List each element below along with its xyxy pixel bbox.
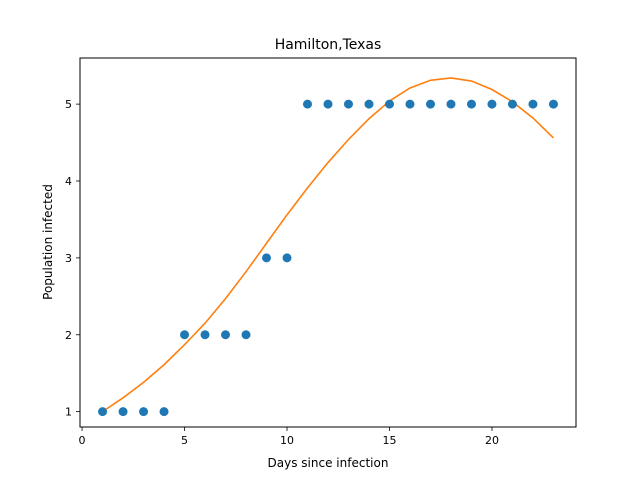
fit-curve-line xyxy=(102,77,555,413)
data-point xyxy=(323,99,333,109)
plot-marks xyxy=(98,77,558,417)
data-point xyxy=(507,99,517,109)
data-point xyxy=(200,330,210,340)
chart-title: Hamilton,Texas xyxy=(275,37,382,53)
x-tick-label: 10 xyxy=(280,434,294,447)
data-point xyxy=(384,99,394,109)
data-point xyxy=(241,330,251,340)
x-tick-label: 15 xyxy=(382,434,396,447)
data-point xyxy=(221,330,231,340)
y-tick-label: 1 xyxy=(65,406,72,419)
data-point xyxy=(343,99,353,109)
x-tick-label: 5 xyxy=(181,434,188,447)
data-point xyxy=(446,99,456,109)
data-point xyxy=(139,407,149,417)
plot-frame xyxy=(79,57,577,428)
y-tick-label: 5 xyxy=(65,98,72,111)
data-point xyxy=(466,99,476,109)
x-axis-label: Days since infection xyxy=(268,456,389,470)
data-point xyxy=(118,407,128,417)
y-tick-label: 2 xyxy=(65,329,72,342)
x-tick-label: 0 xyxy=(79,434,86,447)
y-tick-label: 3 xyxy=(65,252,72,265)
data-point xyxy=(282,253,292,263)
y-tick-label: 4 xyxy=(65,175,72,188)
data-point xyxy=(405,99,415,109)
y-axis: 1 2 3 4 5 xyxy=(65,98,80,419)
data-point xyxy=(364,99,374,109)
data-point xyxy=(487,99,497,109)
data-point xyxy=(528,99,538,109)
data-point xyxy=(159,407,169,417)
data-point xyxy=(425,99,435,109)
data-point xyxy=(180,330,190,340)
data-point xyxy=(262,253,272,263)
data-point xyxy=(548,99,558,109)
data-point xyxy=(303,99,313,109)
data-point xyxy=(98,407,108,417)
x-axis: 0 5 10 15 20 xyxy=(79,427,499,447)
y-axis-label: Population infected xyxy=(41,184,55,300)
x-tick-label: 20 xyxy=(485,434,499,447)
plot-area xyxy=(80,58,576,427)
